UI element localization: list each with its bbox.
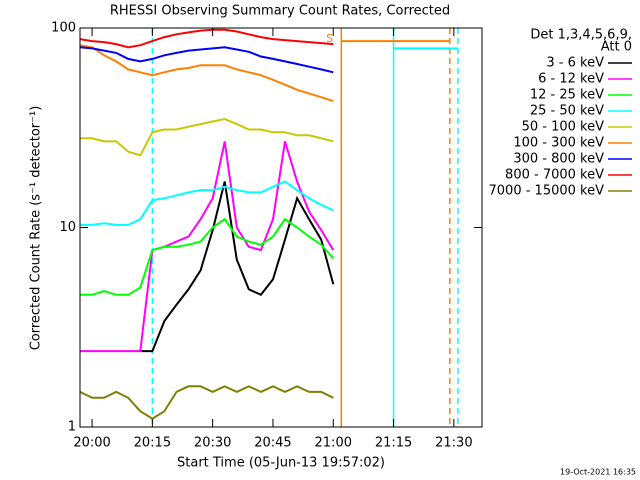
x-tick-label: 20:45: [254, 436, 291, 451]
y-tick-label: 1: [68, 420, 76, 435]
x-axis-label: Start Time (05-Jun-13 19:57:02): [177, 456, 385, 471]
x-tick-label: 21:15: [375, 436, 412, 451]
legend-label: 50 - 100 keV: [522, 120, 605, 135]
series-line: [80, 141, 335, 353]
series-line: [80, 47, 458, 226]
x-tick-label: 20:15: [134, 436, 171, 451]
series-line: [140, 181, 335, 353]
legend-header: Det 1,3,4,5,6,9,: [530, 28, 632, 43]
legend-label: 12 - 25 keV: [530, 88, 604, 103]
legend-label: 25 - 50 keV: [530, 104, 604, 119]
footer: 19-Oct-2021 16:35: [560, 468, 636, 477]
legend-label: 3 - 6 keV: [546, 56, 604, 71]
y-tick-label: 10: [59, 220, 76, 235]
legend-label: 300 - 800 keV: [513, 152, 604, 167]
chart-title: RHESSI Observing Summary Count Rates, Co…: [110, 4, 450, 19]
legend-label: 100 - 300 keV: [513, 136, 604, 151]
annotation: S: [326, 32, 333, 45]
series-line: [80, 117, 334, 157]
legend-header: Att 0: [601, 40, 632, 55]
x-tick-label: 21:00: [315, 436, 352, 451]
legend-label: 800 - 7000 keV: [505, 168, 604, 183]
x-tick-label: 20:00: [73, 436, 110, 451]
y-tick-label: 100: [51, 21, 76, 36]
y-axis-label: Corrected Count Rate (s⁻¹ detector⁻¹): [29, 106, 44, 351]
series-line: [79, 28, 334, 49]
series-line: [79, 385, 334, 420]
legend-label: 6 - 12 keV: [538, 72, 604, 87]
x-tick-label: 20:30: [194, 436, 231, 451]
legend-label: 7000 - 15000 keV: [489, 184, 605, 199]
series-line: [79, 40, 450, 103]
x-tick-label: 21:30: [435, 436, 472, 451]
plot-frame: [79, 27, 483, 428]
series-line: [80, 217, 335, 296]
series-line: [79, 46, 334, 74]
